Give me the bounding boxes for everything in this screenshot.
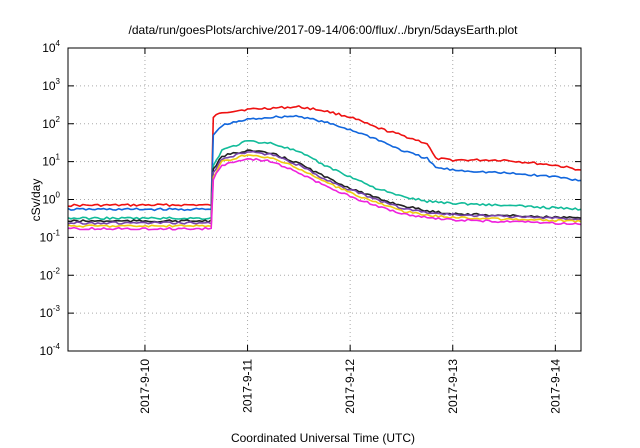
x-tick-label: 2017-9-12 (343, 359, 357, 414)
x-axis: 2017-9-10 2017-9-11 2017-9-12 2017-9-13 2017… (138, 48, 562, 414)
series-line-6 (67, 154, 582, 228)
x-tick-label: 2017-9-14 (548, 359, 562, 414)
series-line-5 (67, 150, 582, 225)
series-line-2 (67, 114, 582, 212)
gridlines (68, 48, 581, 351)
y-tick-label: 102 (42, 115, 60, 131)
series-line-3 (67, 140, 582, 221)
y-tick-label: 10-3 (40, 304, 61, 320)
y-tick-label: 10-4 (40, 342, 61, 358)
y-tick-label: 101 (42, 153, 60, 169)
series-line-7 (67, 157, 582, 231)
x-tick-label: 2017-9-13 (446, 359, 460, 414)
y-axis-label: cSv/day (29, 179, 43, 222)
x-tick-label: 2017-9-11 (241, 359, 255, 413)
y-tick-label: 10-1 (40, 228, 61, 244)
y-axis: 10-4 10-3 10-2 10-1 100 101 102 103 104 (40, 39, 581, 358)
y-tick-label: 10-2 (40, 266, 61, 282)
series-group (67, 105, 582, 231)
series-line-1 (67, 105, 582, 208)
y-tick-label: 104 (42, 39, 60, 55)
x-tick-label: 2017-9-10 (138, 359, 152, 414)
x-axis-label: Coordinated Universal Time (UTC) (231, 431, 415, 445)
y-tick-label: 100 (42, 191, 60, 207)
chart-title: /data/run/goesPlots/archive/2017-09-14/0… (129, 23, 519, 37)
y-tick-label: 103 (42, 77, 60, 93)
